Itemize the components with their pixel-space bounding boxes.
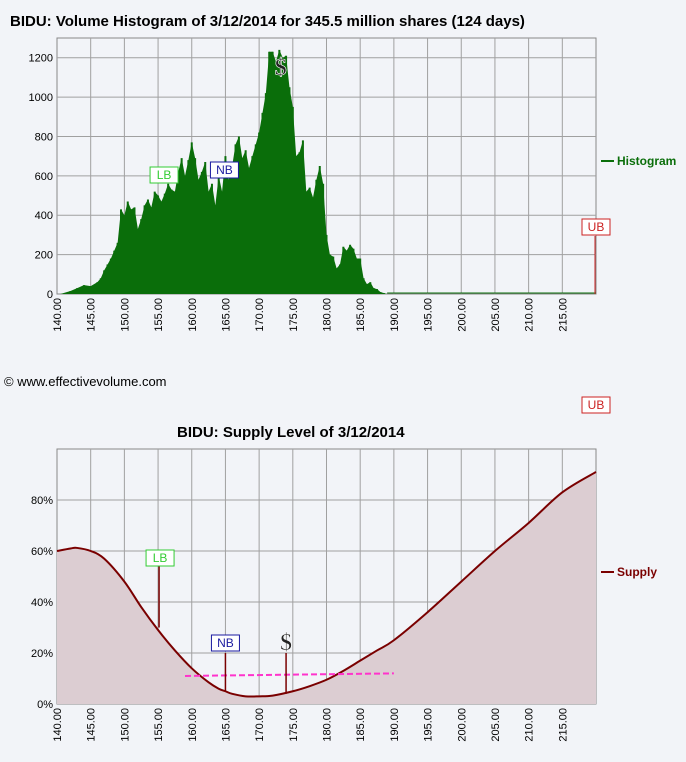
x-tick-label: 205.00 bbox=[490, 298, 502, 332]
x-tick-label: 175.00 bbox=[288, 708, 300, 742]
supply-line bbox=[56, 471, 597, 698]
credit-text: © www.effectivevolume.com bbox=[4, 374, 167, 389]
x-tick-label: 200.00 bbox=[456, 298, 468, 332]
x-tick-label: 195.00 bbox=[423, 708, 435, 742]
supply-series bbox=[56, 471, 597, 704]
x-tick-label: 165.00 bbox=[220, 298, 232, 332]
ub-marker-bottom: UB bbox=[581, 396, 611, 414]
lb-marker: LB bbox=[149, 166, 179, 184]
ub-marker-label: UB bbox=[588, 220, 605, 234]
x-tick-label: 200.00 bbox=[456, 708, 468, 742]
ub-marker-bottom-label: UB bbox=[588, 398, 605, 412]
nb-marker-bottom-label: NB bbox=[217, 636, 234, 650]
x-tick-label: 140.00 bbox=[52, 708, 64, 742]
y-tick-label: 1200 bbox=[29, 53, 53, 65]
x-tick-label: 160.00 bbox=[187, 298, 199, 332]
x-tick-label: 205.00 bbox=[490, 708, 502, 742]
x-tick-label: 165.00 bbox=[220, 708, 232, 742]
x-tick-label: 190.00 bbox=[389, 708, 401, 742]
supply-area bbox=[57, 471, 596, 704]
y-tick-label: 0 bbox=[47, 289, 53, 301]
supply-x-axis: 140.00 145.00 150.00 155.00 160.00 165.00 170.… bbox=[52, 708, 569, 742]
x-tick-label: 185.00 bbox=[355, 298, 367, 332]
x-tick-label: 215.00 bbox=[557, 298, 569, 332]
lb-marker-label: LB bbox=[157, 168, 172, 182]
y-tick-label: 0% bbox=[37, 699, 53, 711]
y-tick-label: 20% bbox=[31, 648, 53, 660]
x-tick-label: 155.00 bbox=[153, 708, 165, 742]
histogram-legend-label: Histogram bbox=[617, 154, 676, 168]
x-tick-label: 215.00 bbox=[557, 708, 569, 742]
histogram-x-axis: 140.00 145.00 150.00 155.00 160.00 165.00 170.… bbox=[52, 298, 569, 332]
trend-line bbox=[185, 672, 394, 677]
dollar-marker-bottom: $ bbox=[280, 630, 292, 656]
nb-marker-bottom-box bbox=[210, 634, 240, 652]
histogram-title: BIDU: Volume Histogram of 3/12/2014 for … bbox=[10, 13, 525, 30]
x-tick-label: 210.00 bbox=[524, 298, 536, 332]
x-tick-label: 195.00 bbox=[423, 298, 435, 332]
x-tick-label: 185.00 bbox=[355, 708, 367, 742]
y-tick-label: 800 bbox=[35, 131, 53, 143]
x-tick-label: 145.00 bbox=[86, 708, 98, 742]
y-tick-label: 400 bbox=[35, 210, 53, 222]
nb-marker: NB bbox=[209, 161, 239, 179]
y-tick-label: 40% bbox=[31, 597, 53, 609]
x-tick-label: 150.00 bbox=[119, 298, 131, 332]
lb-marker-bottom: LB bbox=[145, 549, 175, 567]
x-tick-label: 180.00 bbox=[322, 298, 334, 332]
x-tick-label: 155.00 bbox=[153, 298, 165, 332]
x-tick-label: 150.00 bbox=[119, 708, 131, 742]
supply-markers: LB NB $ UB bbox=[145, 396, 611, 694]
nb-marker-label: NB bbox=[216, 163, 233, 177]
dollar-marker: $ bbox=[275, 55, 287, 81]
x-tick-label: 140.00 bbox=[52, 298, 64, 332]
lb-marker-bottom-label: LB bbox=[153, 551, 168, 565]
nb-marker-bottom: NB bbox=[210, 634, 240, 652]
x-tick-label: 170.00 bbox=[254, 298, 266, 332]
x-tick-label: 180.00 bbox=[322, 708, 334, 742]
lb-marker-bottom-box bbox=[145, 549, 175, 567]
x-tick-label: 190.00 bbox=[389, 298, 401, 332]
ub-marker-box bbox=[581, 218, 611, 236]
histogram-y-axis: 0 200 400 600 800 1000 1200 bbox=[29, 53, 53, 301]
x-tick-label: 160.00 bbox=[187, 708, 199, 742]
supply-y-axis: 0% 20% 40% 60% 80% bbox=[31, 495, 53, 711]
histogram-markers: LB NB $ UB bbox=[149, 55, 611, 294]
x-tick-label: 145.00 bbox=[86, 298, 98, 332]
y-tick-label: 60% bbox=[31, 546, 53, 558]
supply-legend: Supply bbox=[601, 565, 657, 579]
y-tick-label: 600 bbox=[35, 171, 53, 183]
ub-marker-bottom-box bbox=[581, 396, 611, 414]
x-tick-label: 170.00 bbox=[254, 708, 266, 742]
supply-legend-label: Supply bbox=[617, 565, 657, 579]
ub-marker: UB bbox=[581, 218, 611, 236]
histogram-legend: Histogram bbox=[601, 154, 676, 168]
histogram-series bbox=[60, 49, 596, 294]
y-tick-label: 80% bbox=[31, 495, 53, 507]
y-tick-label: 200 bbox=[35, 250, 53, 262]
x-tick-label: 210.00 bbox=[524, 708, 536, 742]
nb-marker-box bbox=[209, 161, 239, 179]
y-tick-label: 1000 bbox=[29, 92, 53, 104]
lb-marker-box bbox=[149, 166, 179, 184]
x-tick-label: 175.00 bbox=[288, 298, 300, 332]
supply-title: BIDU: Supply Level of 3/12/2014 bbox=[177, 424, 405, 441]
